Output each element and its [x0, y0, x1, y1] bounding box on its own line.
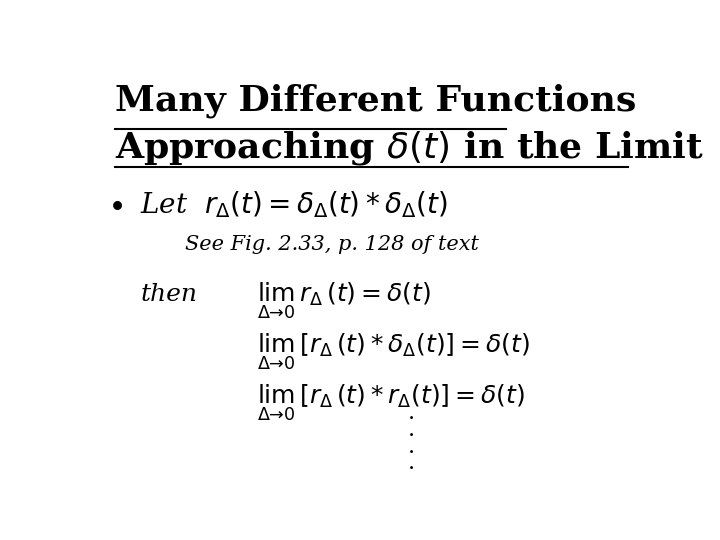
Text: $\lim_{\Delta\rightarrow 0}\, r_\Delta(t) = \delta(t)$: $\lim_{\Delta\rightarrow 0}\, r_\Delta(t… — [258, 281, 431, 321]
Text: .: . — [408, 436, 415, 458]
Text: .: . — [408, 419, 415, 441]
Text: Let  $r_\Delta(t) = \delta_\Delta(t)*\delta_\Delta(t)$: Let $r_\Delta(t) = \delta_\Delta(t)*\del… — [140, 190, 448, 220]
Text: $\bullet$: $\bullet$ — [107, 190, 122, 219]
Text: See Fig. 2.33, p. 128 of text: See Fig. 2.33, p. 128 of text — [185, 235, 479, 254]
Text: Approaching $\delta(t)$ in the Limit: Approaching $\delta(t)$ in the Limit — [115, 129, 704, 167]
Text: .: . — [408, 453, 415, 474]
Text: Many Different Functions: Many Different Functions — [115, 84, 636, 118]
Text: $\lim_{\Delta\rightarrow 0}\, [r_\Delta(t)*r_\Delta(t)] = \delta(t)$: $\lim_{\Delta\rightarrow 0}\, [r_\Delta(… — [258, 383, 525, 423]
Text: .: . — [408, 402, 415, 424]
Text: $\lim_{\Delta\rightarrow 0}\, [r_\Delta(t)*\delta_\Delta(t)] = \delta(t)$: $\lim_{\Delta\rightarrow 0}\, [r_\Delta(… — [258, 332, 530, 372]
Text: then: then — [140, 283, 197, 306]
